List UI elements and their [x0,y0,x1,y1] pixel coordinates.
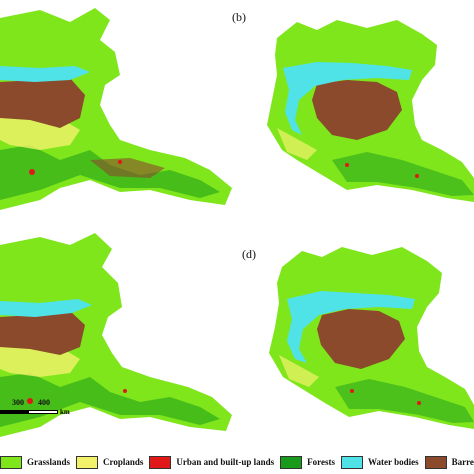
legend-swatch [76,455,99,469]
legend-label: Forests [307,457,335,467]
region-water [283,62,412,135]
region-forests [332,152,474,196]
region-barren-south [90,158,165,178]
legend-label: Water bodies [368,457,419,467]
region-water [0,66,90,82]
region-croplands [277,128,317,160]
scale-bar: 300 400 km [0,398,70,438]
urban-spot [417,401,421,405]
map-panel-d: (d) [237,225,474,445]
region-forests [0,373,220,427]
map-legend: Grasslands Croplands Urban and built-up … [0,450,474,474]
legend-swatch [280,455,303,469]
legend-label: Barren a [451,457,474,467]
legend-item-forests: Forests [280,455,335,469]
map-b [267,20,474,202]
panel-label-b: (b) [232,10,246,24]
legend-label: Grasslands [27,457,71,467]
legend-item-croplands: Croplands [76,455,144,469]
map-panel-c [0,225,236,445]
urban-spot [345,163,349,167]
map-panel-b: (b) [232,0,474,220]
region-barren [312,80,402,140]
map-c [0,233,232,437]
legend-label: Croplands [103,457,144,467]
legend-swatch [341,455,363,469]
panel-label-d: (d) [242,247,256,261]
scale-tick-300: 300 [12,398,24,407]
legend-swatch [149,455,172,469]
map-d [269,247,474,429]
legend-swatch [424,455,447,469]
region-barren [317,309,405,369]
map-a [0,8,232,210]
region-barren [0,78,85,128]
region-forests [335,379,474,423]
legend-item-barren: Barren a [424,455,474,469]
scale-bar-graphic [0,410,58,414]
region-croplands [279,355,319,387]
urban-spot [27,398,33,404]
legend-item-urban: Urban and built-up lands [149,455,275,469]
region-barren [0,311,85,355]
legend-label: Urban and built-up lands [176,457,275,467]
legend-item-water: Water bodies [341,455,419,469]
urban-spot [29,169,35,175]
scale-tick-400: 400 [38,398,50,407]
urban-spot [118,160,122,164]
scale-bar-unit: km [60,408,70,416]
urban-spot [415,174,419,178]
region-water [0,299,92,317]
region-grasslands [0,233,232,437]
region-water [287,291,415,363]
urban-spot [123,389,127,393]
legend-swatch [0,455,22,469]
map-panel-a [0,0,236,220]
urban-spot [350,389,354,393]
legend-item-grasslands: Grasslands [0,455,71,469]
